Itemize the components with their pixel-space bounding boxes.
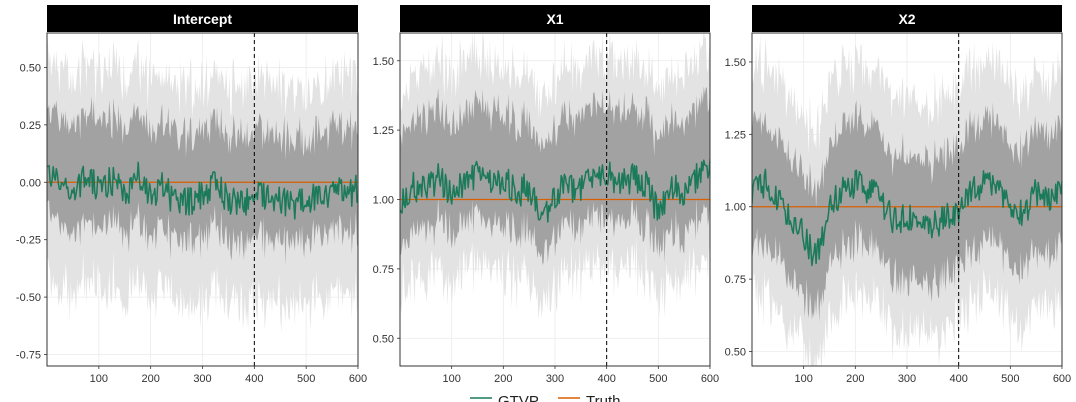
gtvp-estimate-line <box>400 159 710 223</box>
plot-content <box>752 36 1062 366</box>
x-tick-label: 300 <box>193 373 211 385</box>
legend-label: GTVP <box>498 393 539 402</box>
x-tick-label: 200 <box>141 373 159 385</box>
x-tick-label: 100 <box>90 373 108 385</box>
y-tick-label: -0.75 <box>16 350 41 362</box>
x-tick-label: 500 <box>649 373 667 385</box>
facet-panel-0: Intercept 0.50 0.25 0.00 -0.25 -0.50 -0.75 100 2… <box>16 5 367 385</box>
y-tick-label: 1.25 <box>725 129 746 141</box>
x-tick-label: 500 <box>1001 373 1019 385</box>
x-tick-label: 100 <box>442 373 460 385</box>
y-tick-label: 0.50 <box>20 62 41 74</box>
facet-title: X2 <box>898 11 915 27</box>
y-tick-label: 0.25 <box>20 120 41 132</box>
x-tick-label: 300 <box>898 373 916 385</box>
gtvp-estimate-line <box>47 161 358 220</box>
y-tick-label: 1.25 <box>373 125 394 137</box>
y-tick-label: -0.25 <box>16 235 41 247</box>
facet-strip <box>47 5 358 32</box>
y-tick-label: 0.75 <box>725 274 746 286</box>
facet-title: X1 <box>546 11 563 27</box>
x-tick-label: 200 <box>846 373 864 385</box>
x-tick-label: 500 <box>297 373 315 385</box>
plot-content <box>400 33 710 320</box>
x-tick-label: 400 <box>949 373 967 385</box>
facet-strip <box>400 5 710 32</box>
y-tick-label: -0.50 <box>16 292 41 304</box>
facet-panel-2: X2 1.50 1.25 1.00 0.75 0.50 100 200 300 400 500 600 <box>725 5 1071 385</box>
y-tick-label: 0.50 <box>373 333 394 345</box>
facet-panel-1: X1 1.50 1.25 1.00 0.75 0.50 100 200 300 400 500 600 <box>373 5 719 385</box>
y-tick-label: 1.00 <box>373 195 394 207</box>
x-tick-label: 400 <box>597 373 615 385</box>
facet-title: Intercept <box>173 11 232 27</box>
y-tick-label: 1.50 <box>725 57 746 69</box>
x-tick-label: 400 <box>245 373 263 385</box>
inner-credible-band <box>752 100 1062 323</box>
inner-credible-band <box>400 86 710 266</box>
legend: GTVP Truth <box>470 393 620 402</box>
x-tick-label: 600 <box>1053 373 1071 385</box>
inner-credible-band <box>47 95 358 266</box>
x-tick-label: 300 <box>546 373 564 385</box>
x-tick-label: 100 <box>794 373 812 385</box>
x-tick-label: 600 <box>701 373 719 385</box>
plot-content <box>47 33 358 334</box>
x-tick-label: 200 <box>494 373 512 385</box>
x-tick-label: 600 <box>349 373 367 385</box>
y-tick-label: 1.00 <box>725 202 746 214</box>
y-tick-label: 0.75 <box>373 264 394 276</box>
y-tick-label: 1.50 <box>373 56 394 68</box>
y-tick-label: 0.00 <box>20 177 41 189</box>
legend-label: Truth <box>586 393 620 402</box>
facet-strip <box>752 5 1062 32</box>
gtvp-estimate-line <box>752 168 1062 267</box>
y-tick-label: 0.50 <box>725 347 746 359</box>
